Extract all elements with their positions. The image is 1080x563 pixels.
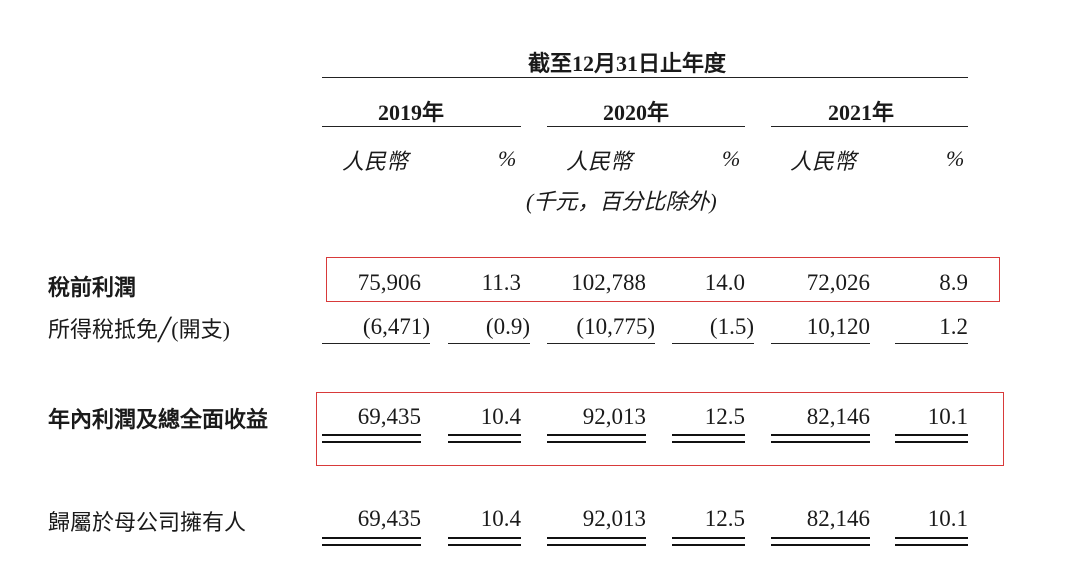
subtotal-rule-2021-amount (771, 343, 870, 344)
double-rule-owners-2020-pct (672, 537, 745, 546)
percent-header-2020: % (722, 146, 741, 171)
cell-owners-2019-amount: 69,435 (357, 506, 421, 531)
double-rule-owners-2019-amount (322, 537, 421, 546)
cell-total-2019-amount: 69,435 (357, 404, 421, 429)
highlight-box-comprehensive (316, 392, 1004, 466)
currency-header-2021: 人民幣 (790, 149, 857, 174)
year-header-2021: 2021年 (828, 100, 895, 125)
subtotal-rule-2019-amount (322, 343, 430, 344)
row-label-attributable-to-owners: 歸屬於母公司擁有人 (48, 510, 247, 535)
subtotal-rule-2020-amount (547, 343, 655, 344)
double-rule-total-2020-pct (672, 434, 745, 443)
double-rule-total-2021-amount (771, 434, 870, 443)
cell-total-2021-pct: 10.1 (927, 404, 968, 429)
double-rule-total-2019-pct (448, 434, 521, 443)
cell-pretax-2020-pct: 14.0 (704, 270, 745, 295)
subtotal-rule-2020-pct (672, 343, 754, 344)
double-rule-total-2020-amount (547, 434, 646, 443)
year-underline-2020 (547, 126, 745, 127)
percent-header-2021: % (946, 146, 965, 171)
currency-header-2019: 人民幣 (342, 149, 409, 174)
double-rule-owners-2019-pct (448, 537, 521, 546)
cell-owners-2021-pct: 10.1 (927, 506, 968, 531)
cell-owners-2019-pct: 10.4 (480, 506, 521, 531)
cell-total-2020-pct: 12.5 (704, 404, 745, 429)
subtotal-rule-2019-pct (448, 343, 530, 344)
double-rule-owners-2021-amount (771, 537, 870, 546)
cell-tax-2021-pct: 1.2 (939, 314, 968, 339)
double-rule-total-2021-pct (895, 434, 968, 443)
year-underline-2021 (771, 126, 968, 127)
period-header: 截至12月31日止年度 (528, 51, 727, 76)
cell-pretax-2021-amount: 72,026 (806, 270, 870, 295)
cell-total-2020-amount: 92,013 (582, 404, 646, 429)
year-header-2020: 2020年 (603, 100, 670, 125)
row-label-pretax-profit: 稅前利潤 (48, 275, 137, 300)
row-label-income-tax: 所得稅抵免╱(開支) (48, 317, 230, 342)
period-underline (322, 77, 968, 78)
percent-header-2019: % (498, 146, 517, 171)
cell-tax-2021-amount: 10,120 (806, 314, 870, 339)
cell-owners-2020-pct: 12.5 (704, 506, 745, 531)
highlight-box-pretax (326, 257, 1000, 302)
cell-tax-2019-pct: (0.9) (485, 314, 530, 339)
cell-tax-2019-amount: (6,471) (362, 314, 430, 339)
cell-total-2021-amount: 82,146 (806, 404, 870, 429)
double-rule-owners-2020-amount (547, 537, 646, 546)
row-label-total-comprehensive-income: 年內利潤及總全面收益 (48, 407, 269, 432)
cell-pretax-2020-amount: 102,788 (571, 270, 646, 295)
cell-pretax-2021-pct: 8.9 (939, 270, 968, 295)
cell-owners-2021-amount: 82,146 (806, 506, 870, 531)
cell-tax-2020-pct: (1.5) (709, 314, 754, 339)
double-rule-total-2019-amount (322, 434, 421, 443)
currency-header-2020: 人民幣 (566, 149, 633, 174)
year-underline-2019 (322, 126, 521, 127)
cell-owners-2020-amount: 92,013 (582, 506, 646, 531)
cell-pretax-2019-amount: 75,906 (357, 270, 421, 295)
cell-pretax-2019-pct: 11.3 (481, 270, 521, 295)
subtotal-rule-2021-pct (895, 343, 968, 344)
double-rule-owners-2021-pct (895, 537, 968, 546)
unit-note: (千元，百分比除外) (526, 189, 717, 214)
cell-tax-2020-amount: (10,775) (576, 314, 655, 339)
cell-total-2019-pct: 10.4 (480, 404, 521, 429)
year-header-2019: 2019年 (378, 100, 445, 125)
